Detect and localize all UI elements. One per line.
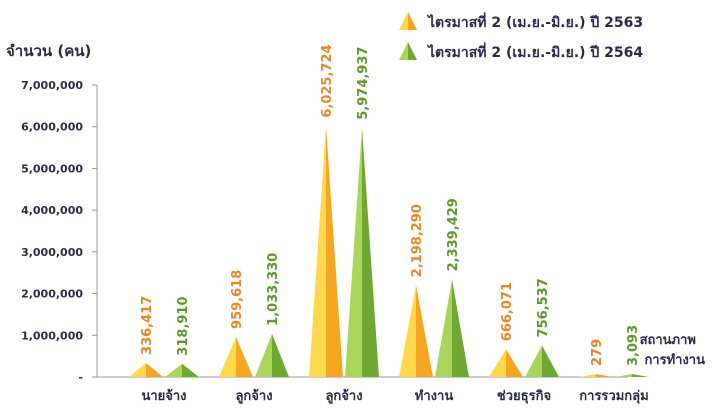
pyramid-face-left: [489, 349, 506, 377]
pyramid-bar: [435, 279, 469, 377]
pyramid-bar: [579, 374, 613, 377]
pyramid-face-left: [255, 333, 272, 377]
data-label: 2,198,290: [410, 204, 425, 277]
pyramid-face-left: [525, 345, 542, 377]
pyramid-face-right: [326, 125, 343, 377]
legend-item: ไตรมาสที่ 2 (เม.ย.-มิ.ย.) ปี 2564: [399, 42, 643, 61]
x-category-label: ลูกจ้าง: [325, 388, 362, 404]
pyramid-face-right: [632, 374, 649, 377]
data-label: 6,025,724: [320, 44, 335, 117]
legend-swatch-shade: [408, 42, 417, 60]
legend-label: ไตรมาสที่ 2 (เม.ย.-มิ.ย.) ปี 2564: [426, 42, 643, 61]
pyramid-face-right: [272, 333, 289, 377]
pyramid-face-right: [542, 345, 559, 377]
legend-swatch: [399, 12, 408, 30]
data-label: 3,093: [626, 325, 641, 366]
pyramid-face-left: [219, 336, 236, 377]
y-tick-label: 7,000,000: [21, 79, 83, 92]
pyramid-bar: [309, 125, 343, 377]
x-axis-label-line-2: การทำงาน: [644, 352, 705, 368]
pyramid-face-left: [345, 127, 362, 378]
bars: 336,417 318,910 959,618 1,033,330 6,025,724 5…: [129, 44, 649, 378]
y-tick-label: 5,000,000: [21, 162, 83, 175]
data-label: 2,339,429: [446, 198, 461, 271]
pyramid-face-right: [146, 362, 163, 377]
x-axis-categories: นายจ้าง ลูกจ้าง ลูกจ้าง ทำงาน ช่วยธุรกิจ การร…: [141, 388, 648, 404]
pyramid-face-left: [399, 285, 416, 377]
pyramid-face-left: [165, 363, 182, 377]
pyramid-bar: [525, 345, 559, 377]
y-tick-label: 2,000,000: [21, 288, 83, 301]
y-tick-label: -: [78, 371, 83, 384]
x-category-label: ลูกจ้าง: [235, 388, 272, 404]
data-label: 318,910: [176, 296, 191, 355]
pyramid-face-right: [506, 349, 523, 377]
data-label: 336,417: [140, 296, 155, 355]
pyramid-face-left: [129, 362, 146, 377]
pyramid-face-right: [452, 279, 469, 377]
pyramid-face-right: [596, 374, 613, 377]
y-axis-label: จำนวน (คน): [6, 42, 91, 60]
pyramid-face-left: [309, 125, 326, 377]
y-tick-label: 1,000,000: [21, 329, 83, 342]
legend-swatch: [399, 42, 408, 60]
x-axis-label-line-1: สถานภาพ: [640, 333, 696, 348]
y-tick-label: 6,000,000: [21, 121, 83, 134]
pyramid-bar: [255, 333, 289, 377]
pyramid-face-right: [236, 336, 253, 377]
x-category-label: ทำงาน: [415, 388, 454, 404]
pyramid-bar: [399, 285, 433, 377]
data-label: 666,071: [500, 282, 515, 341]
data-label: 959,618: [230, 270, 245, 329]
pyramid-face-left: [615, 374, 632, 377]
x-category-label: นายจ้าง: [141, 388, 186, 404]
data-label: 1,033,330: [266, 253, 281, 326]
pyramid-bar: [489, 349, 523, 377]
pyramid-face-right: [416, 285, 433, 377]
y-tick-label: 4,000,000: [21, 204, 83, 217]
pyramid-bar: [615, 374, 649, 377]
pyramid-bar: [129, 362, 163, 377]
pyramid-bar: [345, 127, 379, 378]
pyramid-face-right: [182, 363, 199, 377]
data-label: 5,974,937: [356, 47, 371, 120]
pyramid-face-left: [435, 279, 452, 377]
legend-item: ไตรมาสที่ 2 (เม.ย.-มิ.ย.) ปี 2563: [399, 12, 643, 31]
data-label: 756,537: [536, 278, 551, 337]
x-category-label: การรวมกลุ่ม: [579, 389, 648, 404]
legend-label: ไตรมาสที่ 2 (เม.ย.-มิ.ย.) ปี 2563: [426, 12, 643, 31]
y-axis: - 1,000,000 2,000,000 3,000,000 4,000,000 5,0…: [21, 79, 98, 384]
y-tick-label: 3,000,000: [21, 246, 83, 259]
pyramid-bar: [165, 363, 199, 377]
legend-swatch-shade: [408, 12, 417, 30]
data-label: 279: [590, 339, 605, 366]
legend: ไตรมาสที่ 2 (เม.ย.-มิ.ย.) ปี 2563 ไตรมาสท…: [399, 12, 643, 61]
x-category-label: ช่วยธุรกิจ: [497, 389, 551, 404]
pyramid-face-right: [362, 127, 379, 378]
pyramid-face-left: [579, 374, 596, 377]
pyramid-bar: [219, 336, 253, 377]
